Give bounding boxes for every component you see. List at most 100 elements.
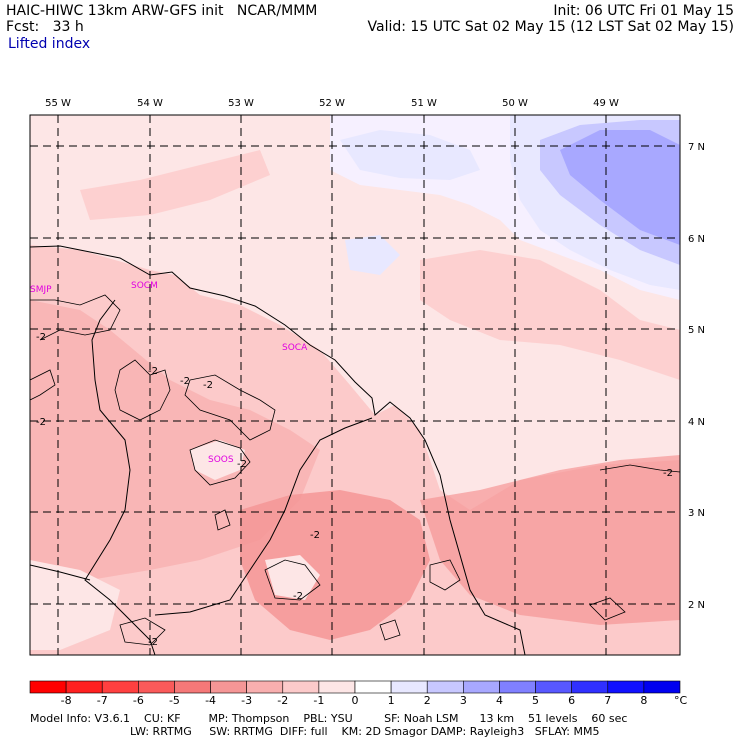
contour-label: -2 [148, 366, 158, 377]
contour-line [119, 617, 166, 646]
contours [30, 294, 680, 646]
contour-line [589, 597, 626, 621]
coastline [30, 245, 526, 655]
colorbar-swatch [65, 680, 103, 694]
colorbar-tick-label: 0 [352, 694, 359, 707]
lon-label: 54 W [137, 98, 163, 109]
lat-label: 2 N [688, 600, 705, 611]
field-salmon-south [240, 490, 430, 640]
contour-line [429, 559, 461, 591]
field-pale-patch-soos [190, 440, 245, 480]
map-frame [29, 114, 681, 656]
contour-line [30, 369, 56, 401]
contour-line [599, 464, 680, 473]
contour-line [264, 559, 321, 601]
colorbar-tick-label: 2 [424, 694, 431, 707]
colorbar-swatch [210, 680, 247, 694]
contour-label: -2 [293, 591, 303, 602]
contour-labels: -2 -2 -2 -2 -2 -2 -2 -2 -2 -2 [36, 332, 673, 648]
colorbar-swatch [318, 680, 356, 694]
boundaries [30, 245, 526, 655]
colorbar-swatch [463, 680, 500, 694]
colorbar-swatch [535, 680, 572, 694]
field-pink-band-east [420, 250, 680, 380]
stations: SMJP SOCM SOCA SOOS [30, 281, 308, 465]
lon-label: 53 W [228, 98, 254, 109]
init-time: Init: 06 UTC Fri 01 May 15 [553, 3, 734, 19]
contour-label: -2 [36, 417, 46, 428]
colorbar-tick-label: 6 [568, 694, 575, 707]
lat-label: 3 N [688, 508, 705, 519]
colorbar-tick-label: -1 [313, 694, 324, 707]
lat-label: 7 N [688, 142, 705, 153]
lon-label: 50 W [502, 98, 528, 109]
lat-label: 5 N [688, 325, 705, 336]
contour-line [214, 509, 231, 531]
lat-lon-grid [30, 115, 680, 655]
valid-time: Valid: 15 UTC Sat 02 May 15 (12 LST Sat … [367, 19, 734, 35]
field-blue-dark [560, 130, 680, 245]
contour-line [184, 374, 276, 441]
border-french-guiana [154, 417, 373, 616]
contour-label: -2 [148, 637, 158, 648]
colorbar-tick-label: 7 [604, 694, 611, 707]
border-suriname-west [84, 299, 156, 655]
colorbar-swatch [174, 680, 211, 694]
colorbar-swatch [643, 680, 681, 694]
border-south-west [30, 564, 91, 581]
station-label: SOOS [208, 455, 234, 465]
colorbar-swatch [354, 680, 392, 694]
colorbar-swatch [607, 680, 645, 694]
colorbar-swatch [390, 680, 428, 694]
colorbar-tick-label: 1 [388, 694, 395, 707]
field-lavender-patch-2 [345, 235, 400, 275]
contour-label: -2 [180, 376, 190, 387]
contour-label: -2 [36, 332, 46, 343]
lifted-index-field [30, 115, 680, 655]
model-info-line1: Model Info: V3.6.1 CU: KF MP: Thompson P… [30, 712, 628, 725]
field-salmon-south-east [420, 455, 680, 625]
lon-label: 51 W [411, 98, 437, 109]
colorbar-unit: °C [674, 694, 688, 707]
lon-label: 55 W [45, 98, 71, 109]
contour-line [189, 439, 251, 486]
colorbar-swatch [246, 680, 284, 694]
colorbar-tick-label: -5 [169, 694, 180, 707]
colorbar-tick-label: 5 [532, 694, 539, 707]
contour-label: -2 [203, 380, 213, 391]
contour-label: -2 [237, 459, 247, 470]
model-title: HAIC-HIWC 13km ARW-GFS init NCAR/MMM [6, 3, 318, 19]
station-label: SOCA [282, 343, 308, 353]
colorbar-tick-label: -2 [277, 694, 288, 707]
station-label: SMJP [30, 285, 52, 295]
lat-label: 6 N [688, 234, 705, 245]
colorbar-swatch [101, 680, 139, 694]
contour-label: -2 [310, 530, 320, 541]
colorbar-swatch [499, 680, 536, 694]
contour-line [379, 619, 401, 641]
colorbar: -8 -7 -6 -5 -4 -3 -2 -1 0 1 2 3 4 5 6 7 8 [29, 680, 681, 707]
colorbar-swatch [29, 680, 67, 694]
field-pale-patch-sw [30, 560, 120, 650]
colorbar-tick-label: 4 [496, 694, 503, 707]
forecast-hour: Fcst: 33 h [6, 19, 84, 35]
colorbar-tick-label: -6 [133, 694, 144, 707]
lon-label: 49 W [593, 98, 619, 109]
colorbar-tick-label: 8 [640, 694, 647, 707]
field-pink-band-north [80, 150, 270, 220]
colorbar-tick-label: 3 [460, 694, 467, 707]
latitude-labels: 7 N 6 N 5 N 4 N 3 N 2 N [688, 142, 705, 611]
colorbar-swatch [282, 680, 320, 694]
lon-label: 52 W [319, 98, 345, 109]
longitude-labels: 55 W 54 W 53 W 52 W 51 W 50 W 49 W [45, 98, 619, 109]
model-info-line2: LW: RRTMG SW: RRTMG DIFF: full KM: 2D Sm… [130, 725, 600, 738]
field-name: Lifted index [8, 36, 91, 52]
colorbar-tick-label: -7 [97, 694, 108, 707]
contour-line [114, 359, 171, 421]
colorbar-swatch [426, 680, 464, 694]
colorbar-tick-label: -3 [241, 694, 252, 707]
station-label: SOCM [131, 281, 158, 291]
field-lavender-patch [340, 130, 480, 180]
colorbar-tick-label: -4 [205, 694, 216, 707]
